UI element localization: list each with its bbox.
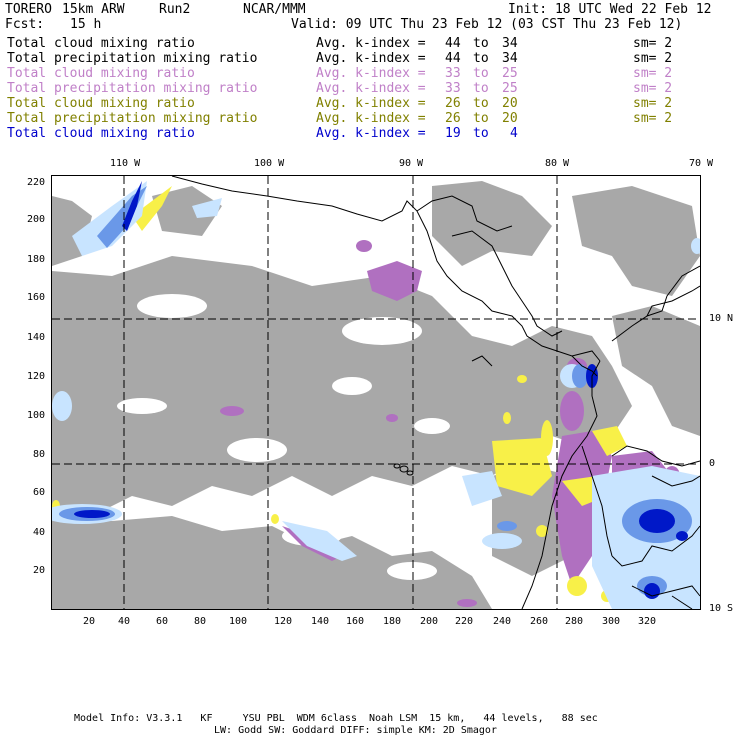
- y-tick: 20: [33, 565, 46, 576]
- legend-smoothing: sm= 2: [633, 96, 673, 111]
- lat-label: 10 S: [709, 603, 734, 614]
- lon-label: 90 W: [399, 158, 424, 169]
- y-tick: 220: [27, 177, 46, 188]
- legend-smoothing: sm= 2: [633, 66, 673, 81]
- legend-kindex-label: Avg. k-index =: [316, 36, 426, 51]
- init-time: Init: 18 UTC Wed 22 Feb 12: [508, 2, 712, 17]
- legend-kindex-from: 33: [445, 66, 461, 81]
- legend-smoothing: sm= 2: [633, 81, 673, 96]
- x-tick: 220: [455, 616, 474, 627]
- legend-kindex-to: 25: [502, 66, 518, 81]
- legend-kindex-label: Avg. k-index =: [316, 96, 426, 111]
- x-tick: 320: [638, 616, 657, 627]
- model-physics: LW: Godd SW: Goddard DIFF: simple KM: 2D…: [214, 725, 497, 736]
- legend-field: Total cloud mixing ratio: [7, 126, 195, 141]
- x-tick: 200: [420, 616, 439, 627]
- legend-to-word: to: [473, 36, 489, 51]
- legend-kindex-to: 34: [502, 36, 518, 51]
- x-tick: 160: [346, 616, 365, 627]
- y-tick: 100: [27, 410, 46, 421]
- legend-field: Total cloud mixing ratio: [7, 36, 195, 51]
- legend-kindex-to: 20: [502, 96, 518, 111]
- x-tick: 120: [274, 616, 293, 627]
- legend-to-word: to: [473, 126, 489, 141]
- legend-field: Total cloud mixing ratio: [7, 66, 195, 81]
- legend-to-word: to: [473, 81, 489, 96]
- legend-to-word: to: [473, 51, 489, 66]
- model-info: Model Info: V3.3.1 KF YSU PBL WDM 6class…: [74, 713, 598, 724]
- forecast-label: Fcst:: [5, 17, 45, 32]
- valid-time: Valid: 09 UTC Thu 23 Feb 12 (03 CST Thu …: [291, 17, 683, 32]
- legend-kindex-from: 44: [445, 36, 461, 51]
- x-tick: 60: [156, 616, 169, 627]
- x-tick: 240: [493, 616, 512, 627]
- model-resolution: 15km ARW: [62, 2, 125, 17]
- forecast-hour: 15 h: [70, 17, 102, 32]
- x-tick: 40: [118, 616, 131, 627]
- lat-lon-grid: [52, 176, 700, 609]
- x-tick: 300: [602, 616, 621, 627]
- lat-label: 0: [709, 458, 716, 469]
- legend-kindex-from: 26: [445, 96, 461, 111]
- legend-kindex-label: Avg. k-index =: [316, 126, 426, 141]
- legend-kindex-label: Avg. k-index =: [316, 66, 426, 81]
- lon-label: 70 W: [689, 158, 714, 169]
- coastlines: [171, 176, 700, 609]
- legend-kindex-to: 25: [502, 81, 518, 96]
- y-tick: 180: [27, 254, 46, 265]
- legend-smoothing: sm= 2: [633, 51, 673, 66]
- x-tick: 180: [383, 616, 402, 627]
- lat-label: 10 N: [709, 313, 734, 324]
- legend-smoothing: sm= 2: [633, 36, 673, 51]
- map-panel: [51, 175, 701, 610]
- x-tick: 280: [565, 616, 584, 627]
- legend-kindex-from: 33: [445, 81, 461, 96]
- legend-kindex-label: Avg. k-index =: [316, 111, 426, 126]
- model-run: Run2: [159, 2, 191, 17]
- model-name: TORERO: [5, 2, 52, 17]
- legend-kindex-from: 19: [445, 126, 461, 141]
- lon-label: 80 W: [545, 158, 570, 169]
- x-tick: 260: [530, 616, 549, 627]
- legend-to-word: to: [473, 96, 489, 111]
- y-tick: 200: [27, 214, 46, 225]
- y-tick: 80: [33, 449, 46, 460]
- legend-field: Total precipitation mixing ratio: [7, 111, 258, 126]
- y-tick: 40: [33, 527, 46, 538]
- legend-kindex-label: Avg. k-index =: [316, 51, 426, 66]
- legend-kindex-label: Avg. k-index =: [316, 81, 426, 96]
- legend-to-word: to: [473, 66, 489, 81]
- legend-smoothing: sm= 2: [633, 111, 673, 126]
- y-tick: 140: [27, 332, 46, 343]
- legend-field: Total precipitation mixing ratio: [7, 81, 258, 96]
- legend-kindex-to: 34: [502, 51, 518, 66]
- x-tick: 20: [83, 616, 96, 627]
- y-tick: 120: [27, 371, 46, 382]
- legend-kindex-to: 20: [502, 111, 518, 126]
- legend-kindex-from: 44: [445, 51, 461, 66]
- galapagos-islands: [393, 463, 414, 476]
- legend-to-word: to: [473, 111, 489, 126]
- y-tick: 60: [33, 487, 46, 498]
- legend-field: Total precipitation mixing ratio: [7, 51, 258, 66]
- legend-field: Total cloud mixing ratio: [7, 96, 195, 111]
- lon-label: 110 W: [110, 158, 141, 169]
- legend-kindex-to: 4: [510, 126, 518, 141]
- x-tick: 100: [229, 616, 248, 627]
- y-tick: 160: [27, 292, 46, 303]
- cloud-field-map: [52, 176, 700, 609]
- model-org: NCAR/MMM: [243, 2, 306, 17]
- x-tick: 140: [311, 616, 330, 627]
- x-tick: 80: [194, 616, 207, 627]
- legend-kindex-from: 26: [445, 111, 461, 126]
- lon-label: 100 W: [254, 158, 285, 169]
